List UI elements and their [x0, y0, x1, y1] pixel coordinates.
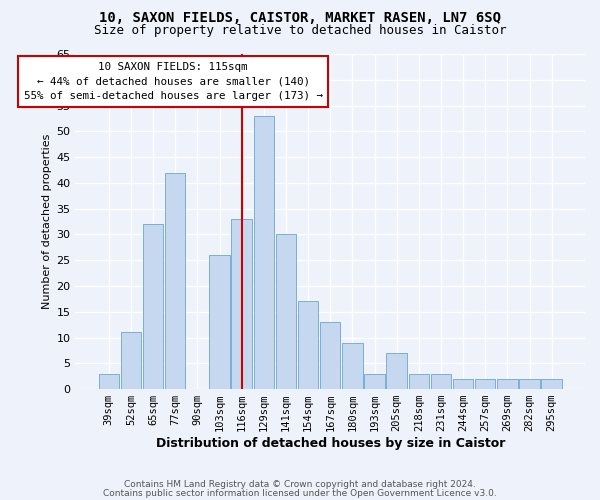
Text: Size of property relative to detached houses in Caistor: Size of property relative to detached ho…: [94, 24, 506, 37]
Text: 10 SAXON FIELDS: 115sqm
← 44% of detached houses are smaller (140)
55% of semi-d: 10 SAXON FIELDS: 115sqm ← 44% of detache…: [23, 62, 323, 102]
Bar: [298, 302, 318, 389]
Bar: [409, 374, 429, 389]
Y-axis label: Number of detached properties: Number of detached properties: [43, 134, 52, 309]
Bar: [453, 379, 473, 389]
Bar: [364, 374, 385, 389]
Bar: [541, 379, 562, 389]
Text: 10, SAXON FIELDS, CAISTOR, MARKET RASEN, LN7 6SQ: 10, SAXON FIELDS, CAISTOR, MARKET RASEN,…: [99, 11, 501, 25]
Bar: [232, 219, 252, 389]
Bar: [276, 234, 296, 389]
X-axis label: Distribution of detached houses by size in Caistor: Distribution of detached houses by size …: [155, 437, 505, 450]
Bar: [143, 224, 163, 389]
Bar: [431, 374, 451, 389]
Text: Contains HM Land Registry data © Crown copyright and database right 2024.: Contains HM Land Registry data © Crown c…: [124, 480, 476, 489]
Bar: [386, 353, 407, 389]
Bar: [520, 379, 539, 389]
Bar: [320, 322, 340, 389]
Bar: [121, 332, 141, 389]
Bar: [98, 374, 119, 389]
Bar: [165, 172, 185, 389]
Text: Contains public sector information licensed under the Open Government Licence v3: Contains public sector information licen…: [103, 488, 497, 498]
Bar: [342, 342, 362, 389]
Bar: [254, 116, 274, 389]
Bar: [209, 255, 230, 389]
Bar: [475, 379, 496, 389]
Bar: [497, 379, 518, 389]
